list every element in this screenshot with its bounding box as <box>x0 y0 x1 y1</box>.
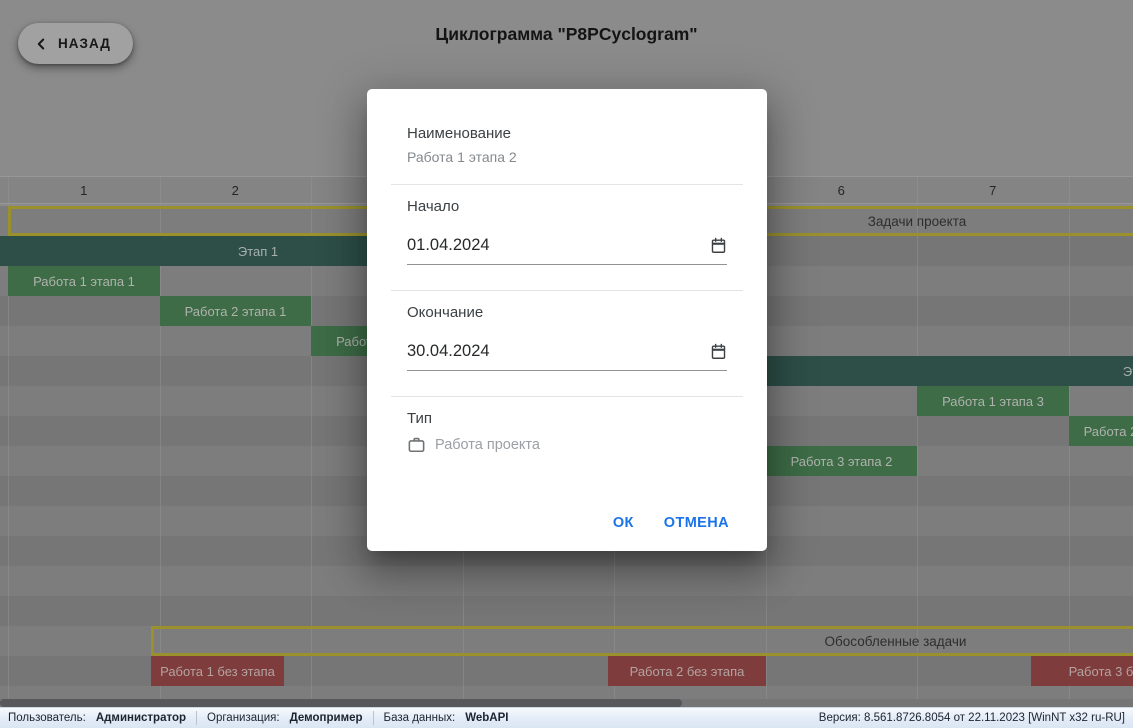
status-database: База данных: WebAPI <box>384 711 519 725</box>
status-bar: Пользователь: Администратор Организация:… <box>0 707 1133 728</box>
start-field-label: Начало <box>407 198 460 215</box>
column-gridline <box>8 176 9 699</box>
status-version: Версия: 8.561.8726.8054 от 22.11.2023 [W… <box>818 712 1125 724</box>
briefcase-icon <box>407 435 426 454</box>
divider <box>391 184 743 185</box>
dialog-actions: ОК ОТМЕНА <box>391 499 743 551</box>
type-field-value: Работа проекта <box>435 436 540 453</box>
status-database-value: WebAPI <box>465 712 509 724</box>
gantt-bar[interactable]: Работа 2 без этапа <box>608 656 766 686</box>
name-field-label: Наименование <box>407 125 511 142</box>
type-field-row: Работа проекта <box>407 435 727 454</box>
end-date-input[interactable]: 30.04.2024 <box>407 342 727 371</box>
type-field-label: Тип <box>407 410 433 427</box>
scrollbar-thumb[interactable] <box>0 699 682 707</box>
status-user-value: Администратор <box>95 712 187 724</box>
gantt-bar[interactable]: Работа 2 этапа 3 <box>1069 416 1133 446</box>
start-date-value: 01.04.2024 <box>407 236 490 254</box>
status-user-label: Пользователь: <box>8 712 86 724</box>
end-field-label: Окончание <box>407 304 484 321</box>
end-date-value: 30.04.2024 <box>407 342 490 360</box>
column-gridline <box>159 176 161 699</box>
task-edit-dialog: Наименование Работа 1 этапа 2 Начало 01.… <box>367 89 767 551</box>
divider <box>391 396 743 397</box>
gantt-bar[interactable]: Работа 1 без этапа <box>151 656 284 686</box>
column-header-label: 6 <box>837 183 845 198</box>
back-button[interactable]: НАЗАД <box>18 23 133 64</box>
calendar-icon[interactable] <box>710 343 727 360</box>
status-organization-value: Демопример <box>289 712 363 724</box>
column-header-label: 2 <box>231 183 239 198</box>
column-gridline <box>917 176 918 699</box>
status-organization: Организация: Демопример <box>207 711 374 725</box>
start-date-input[interactable]: 01.04.2024 <box>407 236 727 265</box>
gantt-bar[interactable]: Обособленные задачи <box>151 626 1133 656</box>
back-button-label: НАЗАД <box>58 36 111 51</box>
page-title: Циклограмма "P8PCyclogram" <box>435 24 698 44</box>
status-database-label: База данных: <box>383 712 456 724</box>
gantt-bar[interactable]: Работа 2 этапа 1 <box>160 296 311 326</box>
column-header-label: 1 <box>80 183 88 198</box>
back-chevron-icon <box>32 35 50 53</box>
gantt-row <box>0 596 1133 626</box>
horizontal-scrollbar[interactable] <box>0 699 1133 707</box>
column-header-label: 7 <box>989 183 997 198</box>
gantt-row <box>0 566 1133 596</box>
ok-button[interactable]: ОК <box>603 507 644 539</box>
gantt-row <box>0 626 1133 656</box>
gantt-bar[interactable]: Работа 1 этапа 1 <box>8 266 160 296</box>
divider <box>391 290 743 291</box>
gantt-bar[interactable]: Работа 1 этапа 3 <box>917 386 1069 416</box>
gantt-bar[interactable]: Работа 3 этапа 2 <box>766 446 917 476</box>
gantt-bar[interactable]: Этап 3 <box>766 356 1133 386</box>
gantt-bar[interactable]: Работа 3 без этапа <box>1031 656 1133 686</box>
gantt-row <box>0 686 1133 699</box>
name-field-value: Работа 1 этапа 2 <box>407 149 517 165</box>
status-organization-label: Организация: <box>207 712 280 724</box>
column-gridline <box>311 176 312 699</box>
status-user: Пользователь: Администратор <box>8 711 198 725</box>
cancel-button[interactable]: ОТМЕНА <box>654 507 739 539</box>
calendar-icon[interactable] <box>710 237 727 254</box>
